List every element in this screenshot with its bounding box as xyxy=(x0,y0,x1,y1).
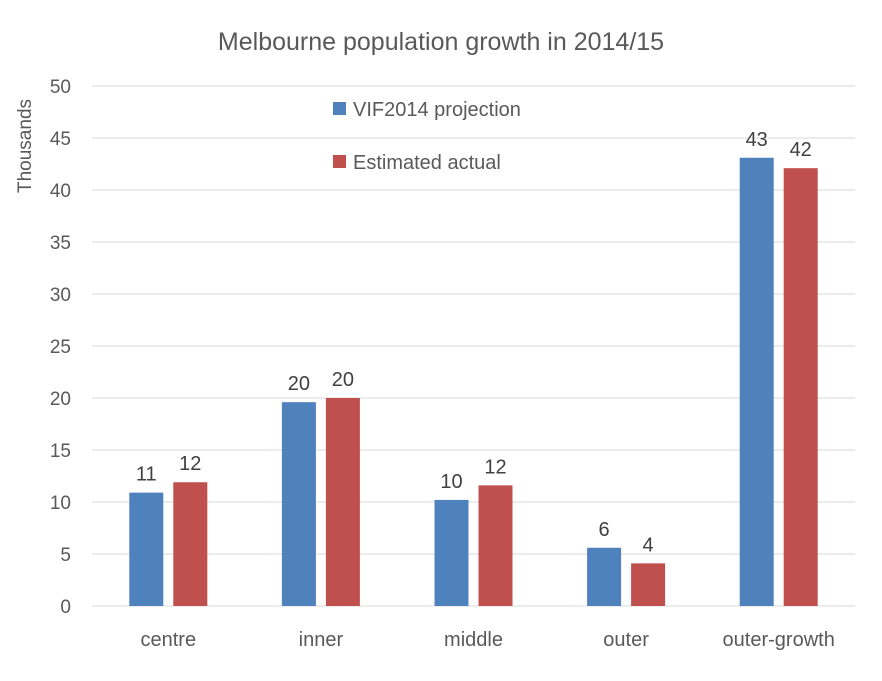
x-category-label: centre xyxy=(141,629,197,651)
gridlines xyxy=(92,85,855,607)
y-tick-label: 10 xyxy=(50,493,71,514)
data-labels: 11 12 20 20 10 12 6 4 43 42 xyxy=(136,129,812,557)
data-label: 20 xyxy=(332,369,354,391)
x-category-label: outer xyxy=(603,629,649,651)
data-label: 42 xyxy=(790,139,812,161)
bar-outer-growth-actual xyxy=(783,168,818,606)
bar-outer-actual xyxy=(631,563,666,606)
y-tick-label: 40 xyxy=(50,181,71,202)
y-axis-title: Thousands xyxy=(15,99,36,193)
bar-centre-projection xyxy=(129,492,164,606)
data-label: 12 xyxy=(179,453,201,475)
bar-outer-growth-projection xyxy=(739,157,774,606)
bar-outer-projection xyxy=(587,547,622,606)
y-tick-label: 35 xyxy=(50,233,71,254)
chart-title: Melbourne population growth in 2014/15 xyxy=(218,28,664,56)
bar-centre-actual xyxy=(173,482,208,606)
x-category-label: outer-growth xyxy=(723,629,835,651)
y-axis-ticks: 0 5 10 15 20 25 30 35 40 45 50 xyxy=(50,77,71,618)
legend-label: Estimated actual xyxy=(353,152,501,174)
y-tick-label: 25 xyxy=(50,337,71,358)
legend-label: VIF2014 projection xyxy=(353,99,521,121)
bars xyxy=(129,157,818,606)
y-tick-label: 50 xyxy=(50,77,71,98)
data-label: 20 xyxy=(288,373,310,395)
data-label: 4 xyxy=(643,534,654,556)
bar-inner-actual xyxy=(325,398,360,606)
y-tick-label: 0 xyxy=(60,597,71,618)
y-tick-label: 20 xyxy=(50,389,71,410)
bar-inner-projection xyxy=(281,402,316,606)
data-label: 43 xyxy=(746,129,768,151)
y-tick-label: 15 xyxy=(50,441,71,462)
data-label: 11 xyxy=(136,464,157,486)
data-label: 6 xyxy=(599,519,610,541)
data-label: 10 xyxy=(440,471,462,493)
y-tick-label: 30 xyxy=(50,285,71,306)
legend-swatch xyxy=(333,102,346,115)
data-label: 12 xyxy=(484,456,506,478)
y-tick-label: 45 xyxy=(50,129,71,150)
bar-middle-projection xyxy=(434,499,469,606)
x-category-label: middle xyxy=(444,629,503,651)
y-tick-label: 5 xyxy=(60,545,71,566)
legend: VIF2014 projection Estimated actual xyxy=(333,99,521,174)
x-axis-categories: centre inner middle outer outer-growth xyxy=(141,629,835,651)
legend-swatch xyxy=(333,155,346,168)
bar-middle-actual xyxy=(478,485,513,606)
x-category-label: inner xyxy=(299,629,344,651)
